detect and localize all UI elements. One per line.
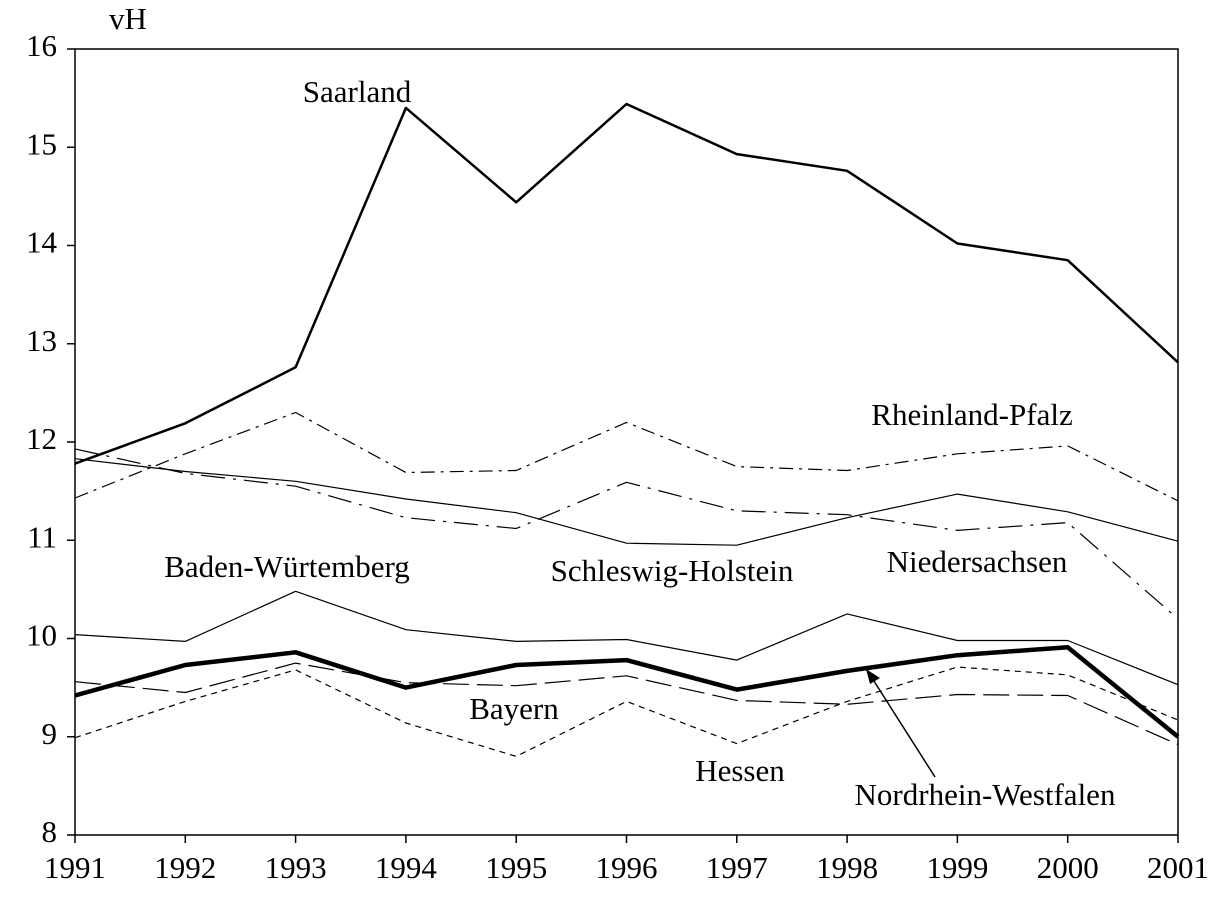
x-tick-label: 1995 [485, 850, 547, 885]
series-line [74, 590, 1179, 686]
y-tick-label: 8 [42, 814, 58, 849]
series-label: Niedersachsen [887, 544, 1068, 579]
y-tick-label: 10 [26, 618, 57, 653]
y-axis-label: vH [109, 1, 147, 36]
x-tick-label: 1996 [596, 850, 658, 885]
series-line [74, 411, 1179, 502]
x-tick-label: 1992 [154, 850, 216, 885]
arrow-head [866, 669, 880, 684]
x-tick-label: 1991 [44, 850, 106, 885]
series-label: Saarland [303, 74, 412, 109]
series-label: Nordrhein-Westfalen [855, 777, 1116, 812]
y-tick-label: 16 [26, 28, 57, 63]
y-tick-label: 14 [26, 225, 58, 260]
series-line [74, 645, 1180, 739]
y-tick-label: 9 [42, 716, 58, 751]
series-line [74, 458, 1179, 546]
y-tick-label: 13 [26, 323, 57, 358]
series-label: Bayern [469, 691, 559, 726]
x-tick-label: 1999 [926, 850, 988, 885]
series-line [74, 448, 1179, 620]
x-tick-label: 1998 [816, 850, 878, 885]
x-tick-label: 1994 [375, 850, 438, 885]
x-tick-label: 2000 [1037, 850, 1099, 885]
y-tick-label: 12 [26, 421, 57, 456]
series-line [74, 102, 1179, 465]
series-label: Hessen [695, 753, 785, 788]
series-label: Schleswig-Holstein [551, 553, 794, 588]
series-label: Rheinland-Pfalz [871, 397, 1072, 432]
x-tick-label: 1997 [706, 850, 768, 885]
series-line [74, 666, 1179, 757]
series-label: Baden-Würtemberg [164, 549, 410, 584]
series-line [74, 662, 1179, 746]
y-tick-label: 15 [26, 126, 57, 161]
x-tick-label: 1993 [265, 850, 327, 885]
x-tick-label: 2001 [1147, 850, 1209, 885]
y-tick-label: 11 [27, 519, 57, 554]
annotation-arrow [871, 677, 936, 778]
plot-frame [74, 48, 1179, 836]
